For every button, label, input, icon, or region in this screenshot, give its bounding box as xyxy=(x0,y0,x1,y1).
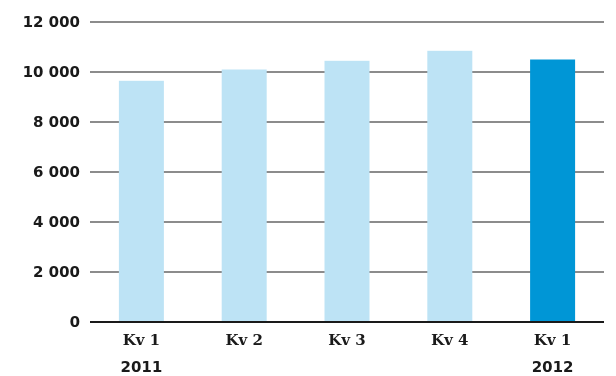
y-tick-label: 8 000 xyxy=(33,113,80,131)
y-tick-label: 0 xyxy=(70,313,80,331)
x-year-label: 2012 xyxy=(532,358,574,376)
bar xyxy=(324,60,370,323)
bar xyxy=(530,59,576,322)
y-tick-label: 4 000 xyxy=(33,213,80,231)
x-year-label: 2011 xyxy=(121,358,163,376)
y-tick-label: 2 000 xyxy=(33,263,80,281)
x-tick-label: Kv 3 xyxy=(328,331,365,349)
y-tick-label: 10 000 xyxy=(23,63,80,81)
x-tick-label: Kv 2 xyxy=(225,331,262,349)
x-tick-label: Kv 1 xyxy=(123,331,160,349)
y-tick-label: 6 000 xyxy=(33,163,80,181)
bar xyxy=(427,50,473,323)
x-tick-label: Kv 4 xyxy=(431,331,468,349)
bar xyxy=(118,80,164,323)
y-tick-label: 12 000 xyxy=(23,13,80,31)
bar xyxy=(221,69,267,322)
bars xyxy=(118,50,576,323)
y-axis-ticks: 0 2 000 4 000 6 000 8 000 10 000 12 000 xyxy=(23,13,80,331)
x-tick-label: Kv 1 xyxy=(534,331,571,349)
x-axis-ticks: Kv 1 2011 Kv 2 Kv 3 Kv 4 Kv 1 2012 xyxy=(121,331,574,376)
